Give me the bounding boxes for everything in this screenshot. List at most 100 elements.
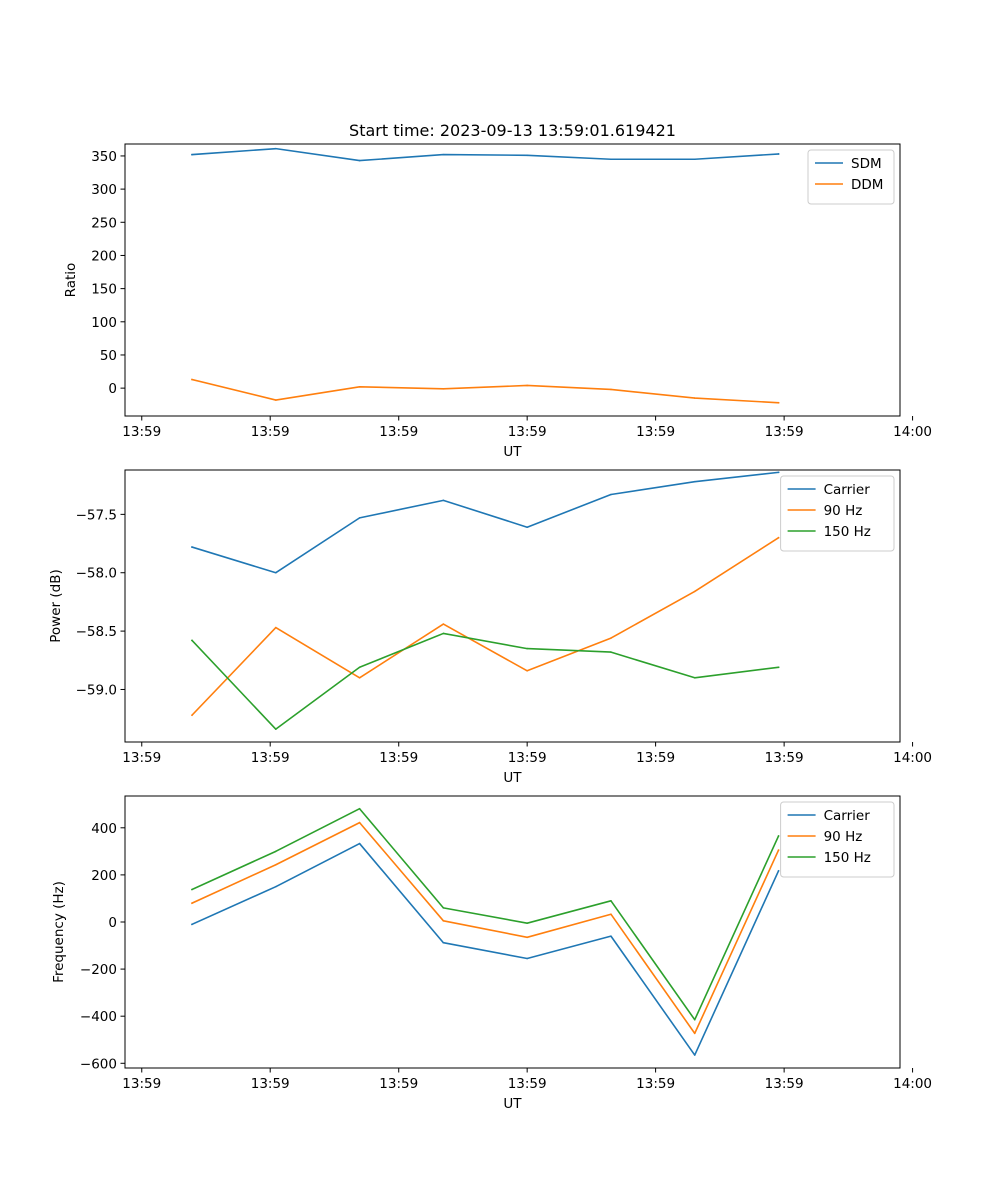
x-tick-label: 13:59: [122, 1076, 161, 1092]
x-tick-label: 13:59: [508, 1076, 547, 1092]
data-point-150-hz: [442, 907, 445, 909]
data-point-90-hz: [358, 821, 361, 824]
data-point-150-hz: [358, 666, 361, 669]
data-point-150-hz: [191, 639, 193, 642]
x-tick-label: 13:59: [251, 1076, 290, 1092]
data-point-carrier: [526, 957, 528, 960]
data-point-ddm: [275, 399, 277, 401]
axes-frame: [124, 795, 901, 1069]
axes-frame: [124, 143, 901, 417]
x-axis-label: UT: [503, 1096, 522, 1112]
data-point-150-hz: [610, 899, 612, 902]
data-point-sdm: [693, 158, 696, 161]
series-line-150-hz: [190, 632, 780, 730]
data-point-sdm: [442, 153, 445, 156]
x-tick-label: 13:59: [379, 424, 418, 440]
legend-entry: 90 Hz: [824, 829, 863, 845]
data-point-150-hz: [693, 1018, 696, 1021]
axes-frame: [124, 469, 901, 743]
legend: Carrier 90 Hz 150 Hz: [780, 801, 895, 878]
data-point-150-hz: [191, 888, 193, 891]
data-point-sdm: [777, 153, 780, 155]
panels: 13:59 13:59 13:59 13:59 13:59 13:59 14:00 0 50 10…: [48, 143, 932, 1112]
data-point-ddm: [777, 401, 780, 404]
data-point-carrier: [693, 480, 696, 483]
data-point-90-hz: [693, 1032, 696, 1035]
x-tick-label: 14:00: [893, 424, 932, 440]
series-line-carrier: [191, 471, 780, 574]
x-tick-label: 13:59: [508, 750, 547, 766]
data-point-ddm: [442, 388, 445, 390]
y-tick-label: 400: [91, 821, 117, 837]
chart-panel-3: 13:59 13:59 13:59 13:59 13:59 13:59 14:00 −600 −…: [51, 795, 932, 1112]
data-point-90-hz: [777, 849, 780, 851]
y-tick-label: 0: [108, 381, 117, 397]
data-point-carrier: [777, 870, 780, 872]
data-point-sdm: [526, 154, 528, 157]
x-tick-label: 13:59: [636, 1076, 675, 1092]
data-point-ddm: [526, 384, 528, 387]
y-axis-label: Power (dB): [48, 569, 64, 642]
figure-title: Start time: 2023-09-13 13:59:01.619421: [349, 121, 676, 140]
data-point-90-hz: [442, 920, 445, 922]
x-tick-label: 14:00: [893, 750, 932, 766]
data-point-90-hz: [442, 623, 445, 625]
y-tick-label: −58.0: [76, 566, 117, 582]
data-point-150-hz: [275, 850, 277, 853]
y-tick-label: −58.5: [76, 624, 117, 640]
y-tick-label: 300: [91, 182, 117, 198]
data-point-90-hz: [693, 590, 696, 593]
x-tick-label: 13:59: [379, 1076, 418, 1092]
x-tick-label: 13:59: [122, 424, 161, 440]
y-tick-label: −59.0: [76, 682, 117, 698]
data-point-sdm: [610, 158, 612, 161]
x-tick-label: 13:59: [765, 750, 804, 766]
data-point-carrier: [358, 842, 361, 845]
y-tick-label: 0: [108, 915, 117, 931]
legend-entry: 150 Hz: [824, 524, 871, 540]
y-axis-label: Frequency (Hz): [51, 881, 67, 983]
legend-frame: [780, 475, 895, 552]
y-tick-label: 150: [91, 282, 117, 298]
legend: SDM DDM: [807, 149, 895, 205]
data-point-90-hz: [275, 863, 277, 866]
y-tick-label: 100: [91, 315, 117, 331]
data-point-sdm: [191, 153, 193, 156]
y-tick-label: −400: [80, 1009, 117, 1025]
data-point-ddm: [358, 386, 361, 388]
legend-frame: [780, 801, 895, 878]
data-point-90-hz: [610, 913, 612, 916]
data-point-sdm: [358, 159, 361, 162]
legend-entry: SDM: [851, 156, 882, 172]
y-tick-label: −200: [80, 962, 117, 978]
series-line-90-hz: [190, 821, 780, 1035]
x-tick-label: 13:59: [251, 750, 290, 766]
series-line-ddm: [191, 378, 780, 404]
data-point-90-hz: [526, 669, 528, 672]
x-tick-label: 13:59: [122, 750, 161, 766]
data-point-90-hz: [610, 637, 612, 639]
data-point-150-hz: [358, 807, 361, 810]
data-point-carrier: [610, 493, 612, 496]
data-point-carrier: [693, 1054, 696, 1056]
series-line-sdm: [191, 147, 780, 162]
y-axis-label: Ratio: [63, 263, 79, 298]
data-point-150-hz: [442, 632, 445, 635]
x-tick-label: 13:59: [765, 424, 804, 440]
data-point-90-hz: [275, 626, 277, 629]
y-tick-label: 50: [100, 348, 117, 364]
y-tick-label: −600: [80, 1056, 117, 1072]
data-point-carrier: [191, 923, 193, 926]
x-tick-label: 13:59: [251, 424, 290, 440]
y-tick-label: 200: [91, 868, 117, 884]
series-line-carrier: [190, 842, 780, 1056]
data-point-ddm: [693, 397, 696, 399]
y-tick-label: 250: [91, 215, 117, 231]
data-point-90-hz: [526, 936, 528, 939]
data-point-carrier: [191, 546, 193, 548]
data-point-carrier: [442, 499, 445, 502]
x-axis-label: UT: [503, 444, 522, 460]
data-point-150-hz: [693, 676, 696, 679]
data-point-ddm: [191, 378, 193, 381]
chart-panel-2: 13:59 13:59 13:59 13:59 13:59 13:59 14:00 −59.0…: [48, 469, 932, 786]
